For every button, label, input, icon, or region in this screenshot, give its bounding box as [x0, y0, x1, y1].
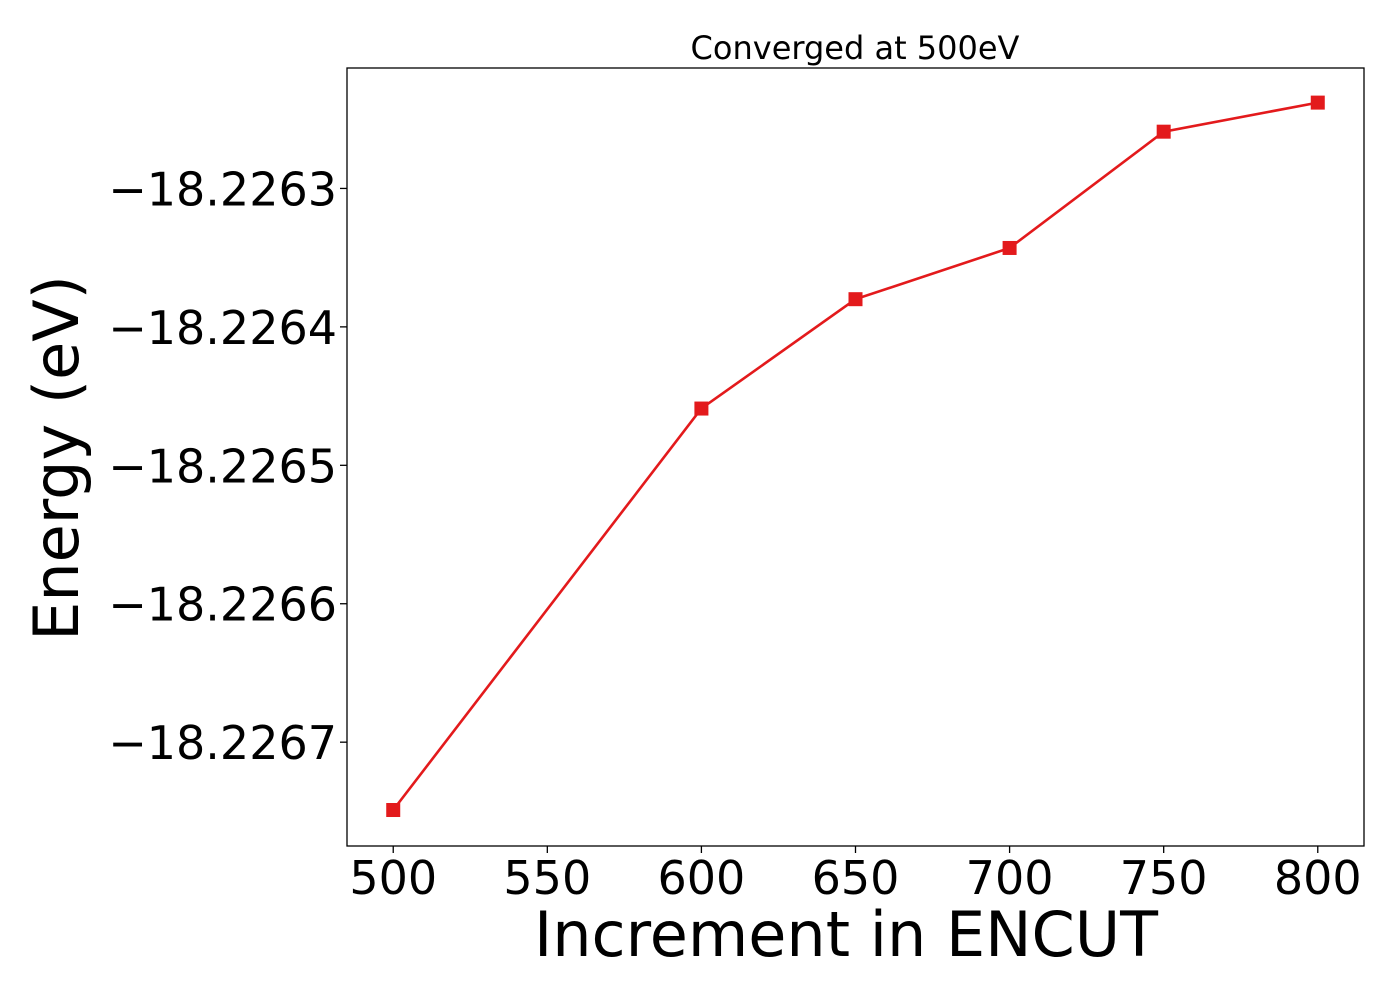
y-tick-label: −18.2265 — [108, 439, 337, 493]
x-axis: 500 550 600 650 700 750 800 — [349, 846, 1362, 905]
y-tick-label: −18.2263 — [108, 162, 337, 216]
chart-title: Converged at 500eV — [691, 29, 1020, 67]
y-tick-label: −18.2266 — [108, 578, 337, 632]
data-point-marker — [386, 803, 401, 818]
y-axis: −18.2267 −18.2266 −18.2265 −18.2264 −18.2263 — [108, 162, 347, 770]
x-tick-label: 500 — [349, 851, 437, 905]
x-axis-label: Increment in ENCUT — [534, 898, 1159, 971]
data-point-marker — [1310, 95, 1325, 110]
data-point-marker — [848, 292, 863, 307]
y-tick-label: −18.2267 — [108, 716, 337, 770]
x-tick-label: 650 — [812, 851, 900, 905]
x-tick-label: 600 — [658, 851, 746, 905]
data-point-marker — [694, 401, 709, 416]
y-tick-label: −18.2264 — [108, 301, 337, 355]
x-tick-label: 550 — [503, 851, 591, 905]
x-tick-label: 800 — [1274, 851, 1362, 905]
y-axis-label: Energy (eV) — [20, 275, 93, 641]
x-tick-label: 700 — [966, 851, 1054, 905]
x-tick-label: 750 — [1120, 851, 1208, 905]
plot-area-frame — [346, 67, 1365, 847]
data-point-marker — [1002, 240, 1017, 255]
series-line — [392, 101, 1319, 811]
data-point-marker — [1156, 124, 1171, 139]
series-layer — [386, 95, 1325, 818]
